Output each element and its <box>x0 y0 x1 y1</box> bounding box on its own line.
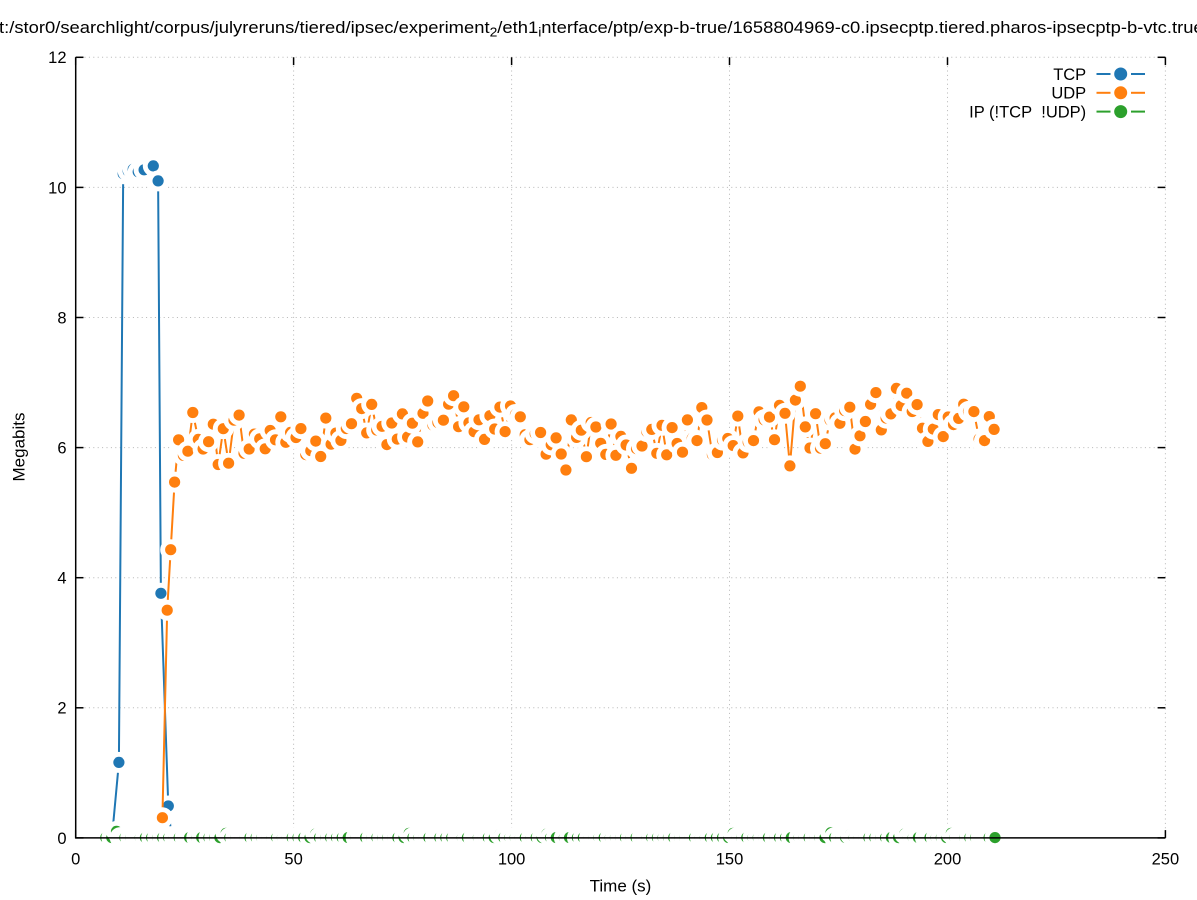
svg-text:4: 4 <box>57 570 66 588</box>
svg-text:0: 0 <box>57 830 66 848</box>
svg-text:UDP: UDP <box>1051 85 1086 103</box>
svg-text:t:/stor0/searchlight/corpus/ju: t:/stor0/searchlight/corpus/julyreruns/t… <box>0 18 1197 39</box>
svg-text:2: 2 <box>57 700 66 718</box>
svg-text:TCP: TCP <box>1053 66 1086 84</box>
svg-text:150: 150 <box>716 850 744 868</box>
svg-text:Time (s): Time (s) <box>590 877 652 896</box>
svg-text:12: 12 <box>48 49 66 67</box>
svg-text:250: 250 <box>1152 850 1180 868</box>
svg-text:10: 10 <box>48 179 66 197</box>
svg-text:6: 6 <box>57 440 66 458</box>
svg-text:100: 100 <box>498 850 526 868</box>
svg-text:200: 200 <box>934 850 962 868</box>
svg-text:0: 0 <box>71 850 80 868</box>
svg-text:IP (!TCP !UDP): IP (!TCP !UDP) <box>969 103 1086 121</box>
svg-text:Megabits: Megabits <box>10 413 29 482</box>
svg-text:50: 50 <box>284 850 302 868</box>
svg-text:8: 8 <box>57 309 66 327</box>
